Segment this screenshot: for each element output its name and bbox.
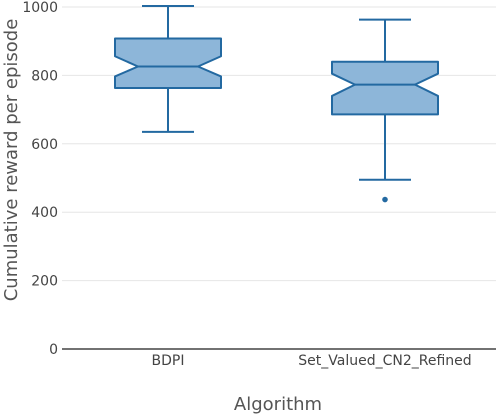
x-axis-title: Algorithm (234, 394, 322, 415)
y-tick-label: 1000 (22, 0, 58, 16)
y-tick-label: 800 (31, 68, 58, 84)
x-tick-label: Set_Valued_CN2_Refined (298, 353, 471, 369)
y-tick-label: 600 (31, 137, 58, 153)
outlier-point (382, 196, 388, 203)
y-axis-title: Cumulative reward per episode (1, 19, 22, 302)
label-layer: 0 200 400 600 800 1000 BDPI Set_Valued_CN2_Refi… (22, 0, 471, 369)
notched-box (331, 60, 439, 116)
y-tick-label: 400 (31, 205, 58, 221)
y-tick-label: 200 (31, 274, 58, 290)
x-tick-label: BDPI (152, 353, 185, 369)
y-tick-label: 0 (49, 342, 58, 358)
notched-box (114, 37, 222, 90)
box-layer (114, 4, 439, 203)
